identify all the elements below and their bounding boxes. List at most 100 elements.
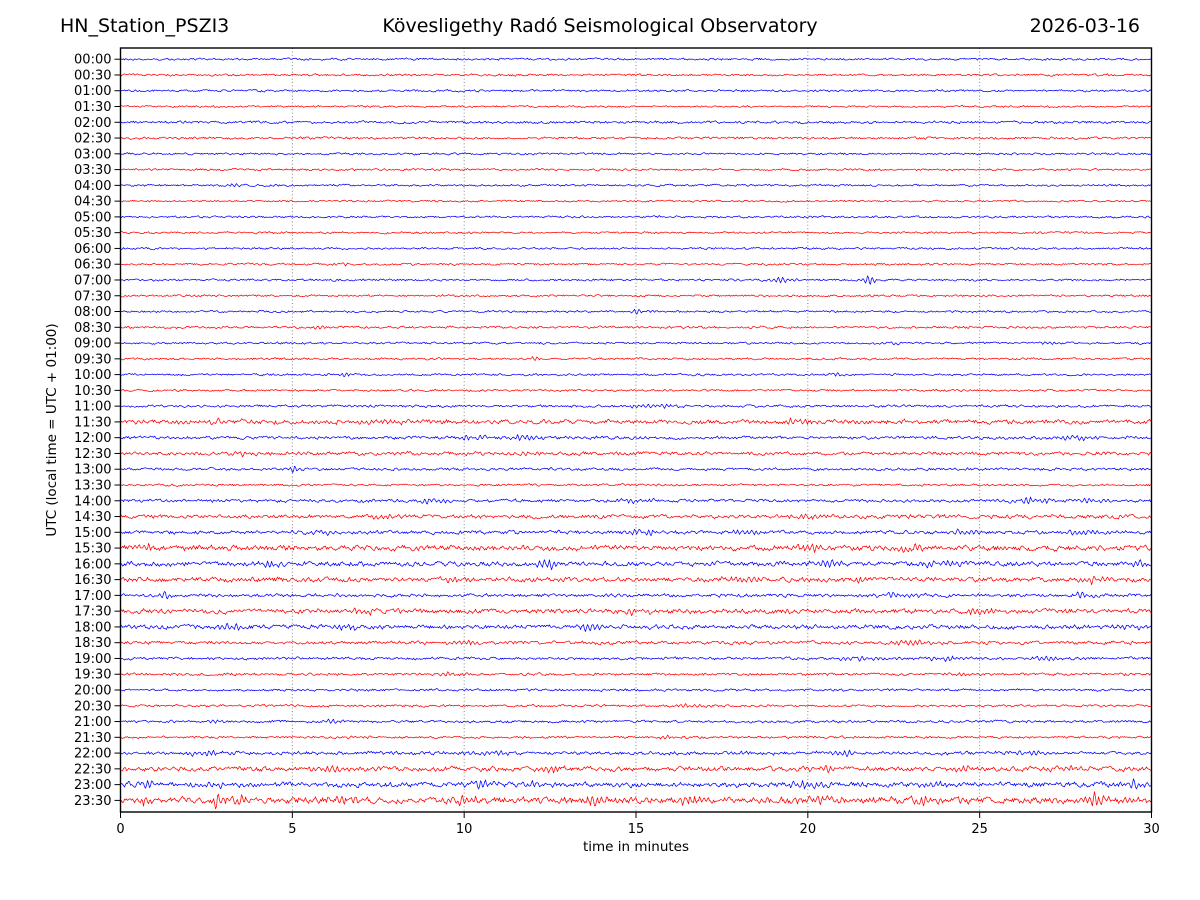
y-tick-label-04:30: 04:30 — [74, 195, 111, 210]
y-tick-label-10:30: 10:30 — [74, 384, 111, 399]
x-tick-label-20: 20 — [800, 822, 817, 837]
y-tick-label-11:00: 11:00 — [74, 400, 111, 415]
trace-01:00 — [120, 89, 1152, 93]
trace-15:00 — [120, 528, 1152, 536]
trace-11:00 — [120, 403, 1152, 409]
trace-03:30 — [120, 167, 1152, 172]
trace-18:00 — [120, 623, 1152, 632]
y-tick-label-15:00: 15:00 — [74, 526, 111, 541]
trace-13:30 — [120, 483, 1152, 487]
y-tick-label-17:00: 17:00 — [74, 589, 111, 604]
y-tick-label-13:00: 13:00 — [74, 463, 111, 478]
y-tick-label-01:30: 01:30 — [74, 100, 111, 115]
trace-00:30 — [120, 73, 1152, 77]
trace-07:30 — [120, 294, 1152, 298]
y-tick-label-06:30: 06:30 — [74, 258, 111, 273]
trace-16:30 — [120, 576, 1152, 586]
y-axis-label: UTC (local time = UTC + 01:00) — [44, 323, 60, 536]
x-tick-label-10: 10 — [456, 822, 473, 837]
y-tick-label-09:00: 09:00 — [74, 337, 111, 352]
y-tick-label-12:00: 12:00 — [74, 431, 111, 446]
y-tick-label-04:00: 04:00 — [74, 179, 111, 194]
trace-06:00 — [120, 246, 1152, 251]
x-axis-label: time in minutes — [583, 839, 689, 855]
trace-04:30 — [120, 199, 1152, 203]
trace-04:00 — [120, 183, 1152, 188]
x-tick-label-15: 15 — [628, 822, 645, 837]
trace-08:00 — [120, 308, 1152, 315]
y-tick-label-23:00: 23:00 — [74, 778, 111, 793]
y-tick-label-22:00: 22:00 — [74, 747, 111, 762]
y-tick-label-16:00: 16:00 — [74, 557, 111, 572]
y-tick-label-10:00: 10:00 — [74, 368, 111, 383]
observatory-title: Kövesligethy Radó Seismological Observat… — [382, 15, 818, 37]
y-tick-label-05:00: 05:00 — [74, 210, 111, 225]
trace-03:00 — [120, 152, 1152, 156]
trace-20:00 — [120, 688, 1152, 692]
y-tick-label-01:00: 01:00 — [74, 84, 111, 99]
y-tick-label-12:30: 12:30 — [74, 447, 111, 462]
trace-11:30 — [120, 417, 1152, 426]
trace-14:30 — [120, 513, 1152, 520]
x-tick-label-0: 0 — [116, 822, 124, 837]
y-tick-label-06:00: 06:00 — [74, 242, 111, 257]
y-tick-label-00:30: 00:30 — [74, 68, 111, 83]
x-tick-label-30: 30 — [1143, 822, 1160, 837]
y-tick-label-02:30: 02:30 — [74, 132, 111, 147]
y-tick-label-05:30: 05:30 — [74, 226, 111, 241]
trace-20:30 — [120, 703, 1152, 708]
trace-12:00 — [120, 434, 1152, 442]
y-tick-label-03:30: 03:30 — [74, 163, 111, 178]
trace-19:00 — [120, 655, 1152, 662]
y-tick-label-21:00: 21:00 — [74, 715, 111, 730]
station-title: HN_Station_PSZI3 — [60, 15, 230, 37]
y-tick-label-08:00: 08:00 — [74, 305, 111, 320]
y-tick-label-07:00: 07:00 — [74, 273, 111, 288]
trace-07:00 — [120, 275, 1152, 285]
trace-02:00 — [120, 120, 1152, 125]
y-tick-label-03:00: 03:00 — [74, 147, 111, 162]
trace-06:30 — [120, 262, 1152, 267]
trace-02:30 — [120, 136, 1152, 140]
trace-05:00 — [120, 215, 1152, 219]
y-tick-label-11:30: 11:30 — [74, 415, 111, 430]
trace-16:00 — [120, 559, 1152, 571]
trace-21:00 — [120, 718, 1152, 724]
y-tick-label-17:30: 17:30 — [74, 605, 111, 620]
trace-01:30 — [120, 104, 1152, 109]
trace-13:00 — [120, 465, 1152, 473]
trace-12:30 — [120, 450, 1152, 458]
trace-23:30 — [120, 791, 1152, 810]
y-tick-label-19:30: 19:30 — [74, 668, 111, 683]
trace-22:00 — [120, 749, 1152, 757]
trace-14:00 — [120, 496, 1152, 505]
y-tick-label-19:00: 19:00 — [74, 652, 111, 667]
trace-21:30 — [120, 734, 1152, 740]
y-tick-label-02:00: 02:00 — [74, 116, 111, 131]
trace-10:00 — [120, 372, 1152, 377]
x-tick-label-25: 25 — [971, 822, 988, 837]
date-title: 2026-03-16 — [1029, 15, 1140, 37]
trace-17:30 — [120, 607, 1152, 616]
x-tick-label-5: 5 — [288, 822, 296, 837]
trace-05:30 — [120, 231, 1152, 235]
y-tick-label-13:30: 13:30 — [74, 478, 111, 493]
trace-23:00 — [120, 778, 1152, 790]
y-tick-label-22:30: 22:30 — [74, 762, 111, 777]
y-tick-label-20:00: 20:00 — [74, 684, 111, 699]
y-tick-label-20:30: 20:30 — [74, 699, 111, 714]
trace-10:30 — [120, 388, 1152, 393]
trace-08:30 — [120, 325, 1152, 330]
y-tick-label-09:30: 09:30 — [74, 352, 111, 367]
y-tick-label-23:30: 23:30 — [74, 794, 111, 809]
y-tick-label-18:30: 18:30 — [74, 636, 111, 651]
trace-09:30 — [120, 356, 1152, 361]
y-tick-label-15:30: 15:30 — [74, 542, 111, 557]
trace-00:00 — [120, 57, 1152, 61]
trace-19:30 — [120, 671, 1152, 677]
y-tick-label-21:30: 21:30 — [74, 731, 111, 746]
y-tick-label-14:30: 14:30 — [74, 510, 111, 525]
y-tick-label-18:00: 18:00 — [74, 620, 111, 635]
